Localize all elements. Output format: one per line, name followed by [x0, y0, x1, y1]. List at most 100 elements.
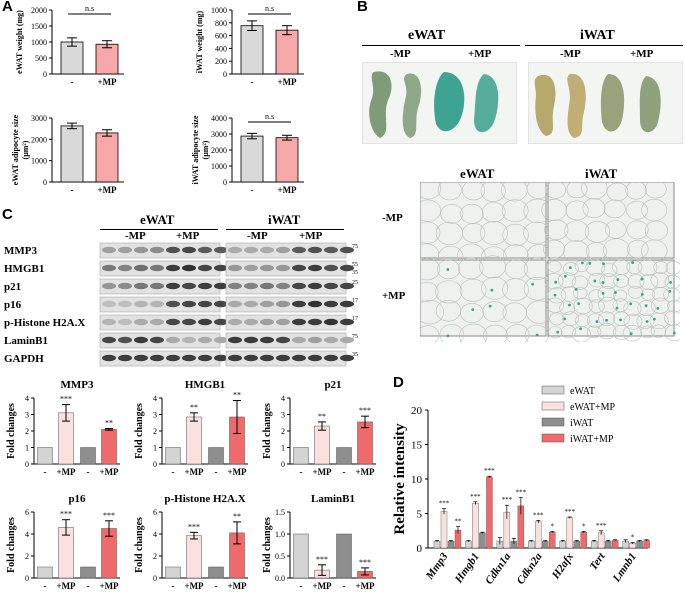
- adipocyte-outline: [626, 200, 648, 220]
- adipocyte-outline: [420, 325, 440, 342]
- wb-band: [244, 354, 258, 362]
- wb-band: [198, 336, 212, 344]
- wb-band: [150, 300, 164, 308]
- adipocyte-outline: [437, 182, 462, 201]
- bar: [101, 429, 117, 465]
- micrograph-frame: [420, 182, 547, 259]
- adipocyte-outline: [636, 313, 655, 329]
- adipocyte-outline: [603, 199, 626, 219]
- adipocyte-outline: [623, 313, 643, 330]
- wb-band: [166, 336, 180, 344]
- adipocyte-outline: [560, 286, 579, 302]
- adipocyte-outline: [613, 289, 628, 302]
- adipocyte-outline: [571, 326, 591, 342]
- wb-band: [102, 282, 116, 290]
- y-axis-label: Fold changes: [134, 403, 145, 459]
- adipocyte-outline: [627, 285, 643, 299]
- bar-iWAT: [447, 540, 455, 549]
- histology-micrographs: [420, 182, 680, 342]
- wb-band: [340, 282, 354, 290]
- sig-label: ***: [60, 395, 72, 404]
- adipocyte-outline: [650, 272, 670, 289]
- adipocyte-outline: [543, 239, 566, 259]
- sig-label: ***: [564, 508, 575, 516]
- wb-band: [340, 354, 354, 362]
- wb-marker: 35: [352, 270, 358, 276]
- micrograph-frame: [547, 182, 675, 259]
- x-tick-label: -: [44, 581, 47, 591]
- sa-beta-gal-stain: [652, 317, 656, 321]
- wb-row-4: p-Histone H2A.X 17: [4, 314, 358, 331]
- x-tick-label: +MP: [312, 581, 332, 591]
- x-tick-label: -: [44, 467, 47, 477]
- panel-c-western-blot: eWAT iWAT -MP +MP -MP +MP MMP3 75 HMGB1 55 3…: [0, 212, 392, 372]
- x-tick-label: +MP: [277, 185, 297, 195]
- wb-band: [182, 336, 196, 344]
- wb-band: [166, 318, 180, 326]
- sig-label: ***: [60, 510, 72, 519]
- y-tick-label: 0: [281, 460, 285, 469]
- bar-iWAT: [479, 532, 486, 549]
- wb-band: [182, 318, 196, 326]
- wb-band: [276, 246, 290, 254]
- y-tick-label: 4: [153, 530, 157, 539]
- y-tick-label: 2: [25, 552, 29, 561]
- adipocyte-outline: [562, 311, 579, 326]
- bar: [275, 137, 299, 183]
- y-axis-label: iWAT weight (mg): [195, 10, 204, 73]
- adipocyte-outline: [481, 202, 506, 223]
- wb-band: [214, 246, 228, 254]
- adipocyte-outline: [459, 278, 487, 302]
- wb-band: [228, 282, 242, 290]
- sa-beta-gal-stain: [631, 261, 634, 264]
- panel-b-ewat-header: eWAT: [408, 28, 446, 43]
- wb-iwat-plus: +MP: [299, 230, 323, 242]
- wb-band: [198, 264, 212, 272]
- adipocyte-outline: [637, 259, 658, 276]
- adipocyte-outline: [420, 258, 441, 281]
- adipocyte-outline: [613, 311, 630, 326]
- y-tick-label: 6: [25, 508, 29, 517]
- x-tick-label: Tert: [587, 550, 608, 572]
- adipocyte-outline: [420, 182, 442, 200]
- wb-band: [340, 300, 354, 308]
- x-tick-label: -: [87, 581, 90, 591]
- wb-protein-label: MMP3: [4, 245, 37, 257]
- sa-beta-gal-stain: [605, 318, 608, 322]
- sa-beta-gal-stain: [669, 281, 673, 284]
- adipocyte-outline: [502, 278, 529, 301]
- y-tick-label: 4000: [211, 114, 227, 123]
- y-tick-label: 20: [411, 405, 423, 417]
- wb-row-6: GAPDH 35: [4, 350, 358, 367]
- wb-band: [228, 354, 242, 362]
- wb-band: [292, 282, 306, 290]
- sig-label: **: [318, 412, 326, 421]
- wb-band: [292, 246, 306, 254]
- wb-band: [118, 318, 132, 326]
- sa-beta-gal-stain: [601, 292, 605, 295]
- bar-iWAT+MP: [580, 531, 587, 549]
- adipocyte-outline: [613, 274, 629, 288]
- bar-iWAT+MP: [486, 476, 493, 549]
- legend-swatch: [541, 433, 565, 443]
- sa-beta-gal-stain: [645, 320, 649, 323]
- y-tick-label: 2: [153, 552, 157, 561]
- wb-marker: 75: [352, 244, 358, 250]
- wb-band: [324, 336, 338, 344]
- adipocyte-outline: [480, 182, 506, 202]
- y-tick-label: 3000: [211, 130, 227, 139]
- bar: [240, 25, 264, 75]
- wb-band: [150, 282, 164, 290]
- wb-band: [340, 318, 354, 326]
- panel-b-iwat-minus: -MP: [560, 48, 581, 60]
- bar: [95, 43, 119, 75]
- wb-band: [228, 246, 242, 254]
- wb-protein-label: p21: [4, 281, 21, 293]
- adipocyte-outline: [574, 260, 589, 273]
- y-tick-label: 2: [153, 427, 157, 436]
- chart-title: p16: [68, 493, 86, 505]
- adipocyte-outline: [639, 274, 659, 290]
- wb-band: [308, 282, 322, 290]
